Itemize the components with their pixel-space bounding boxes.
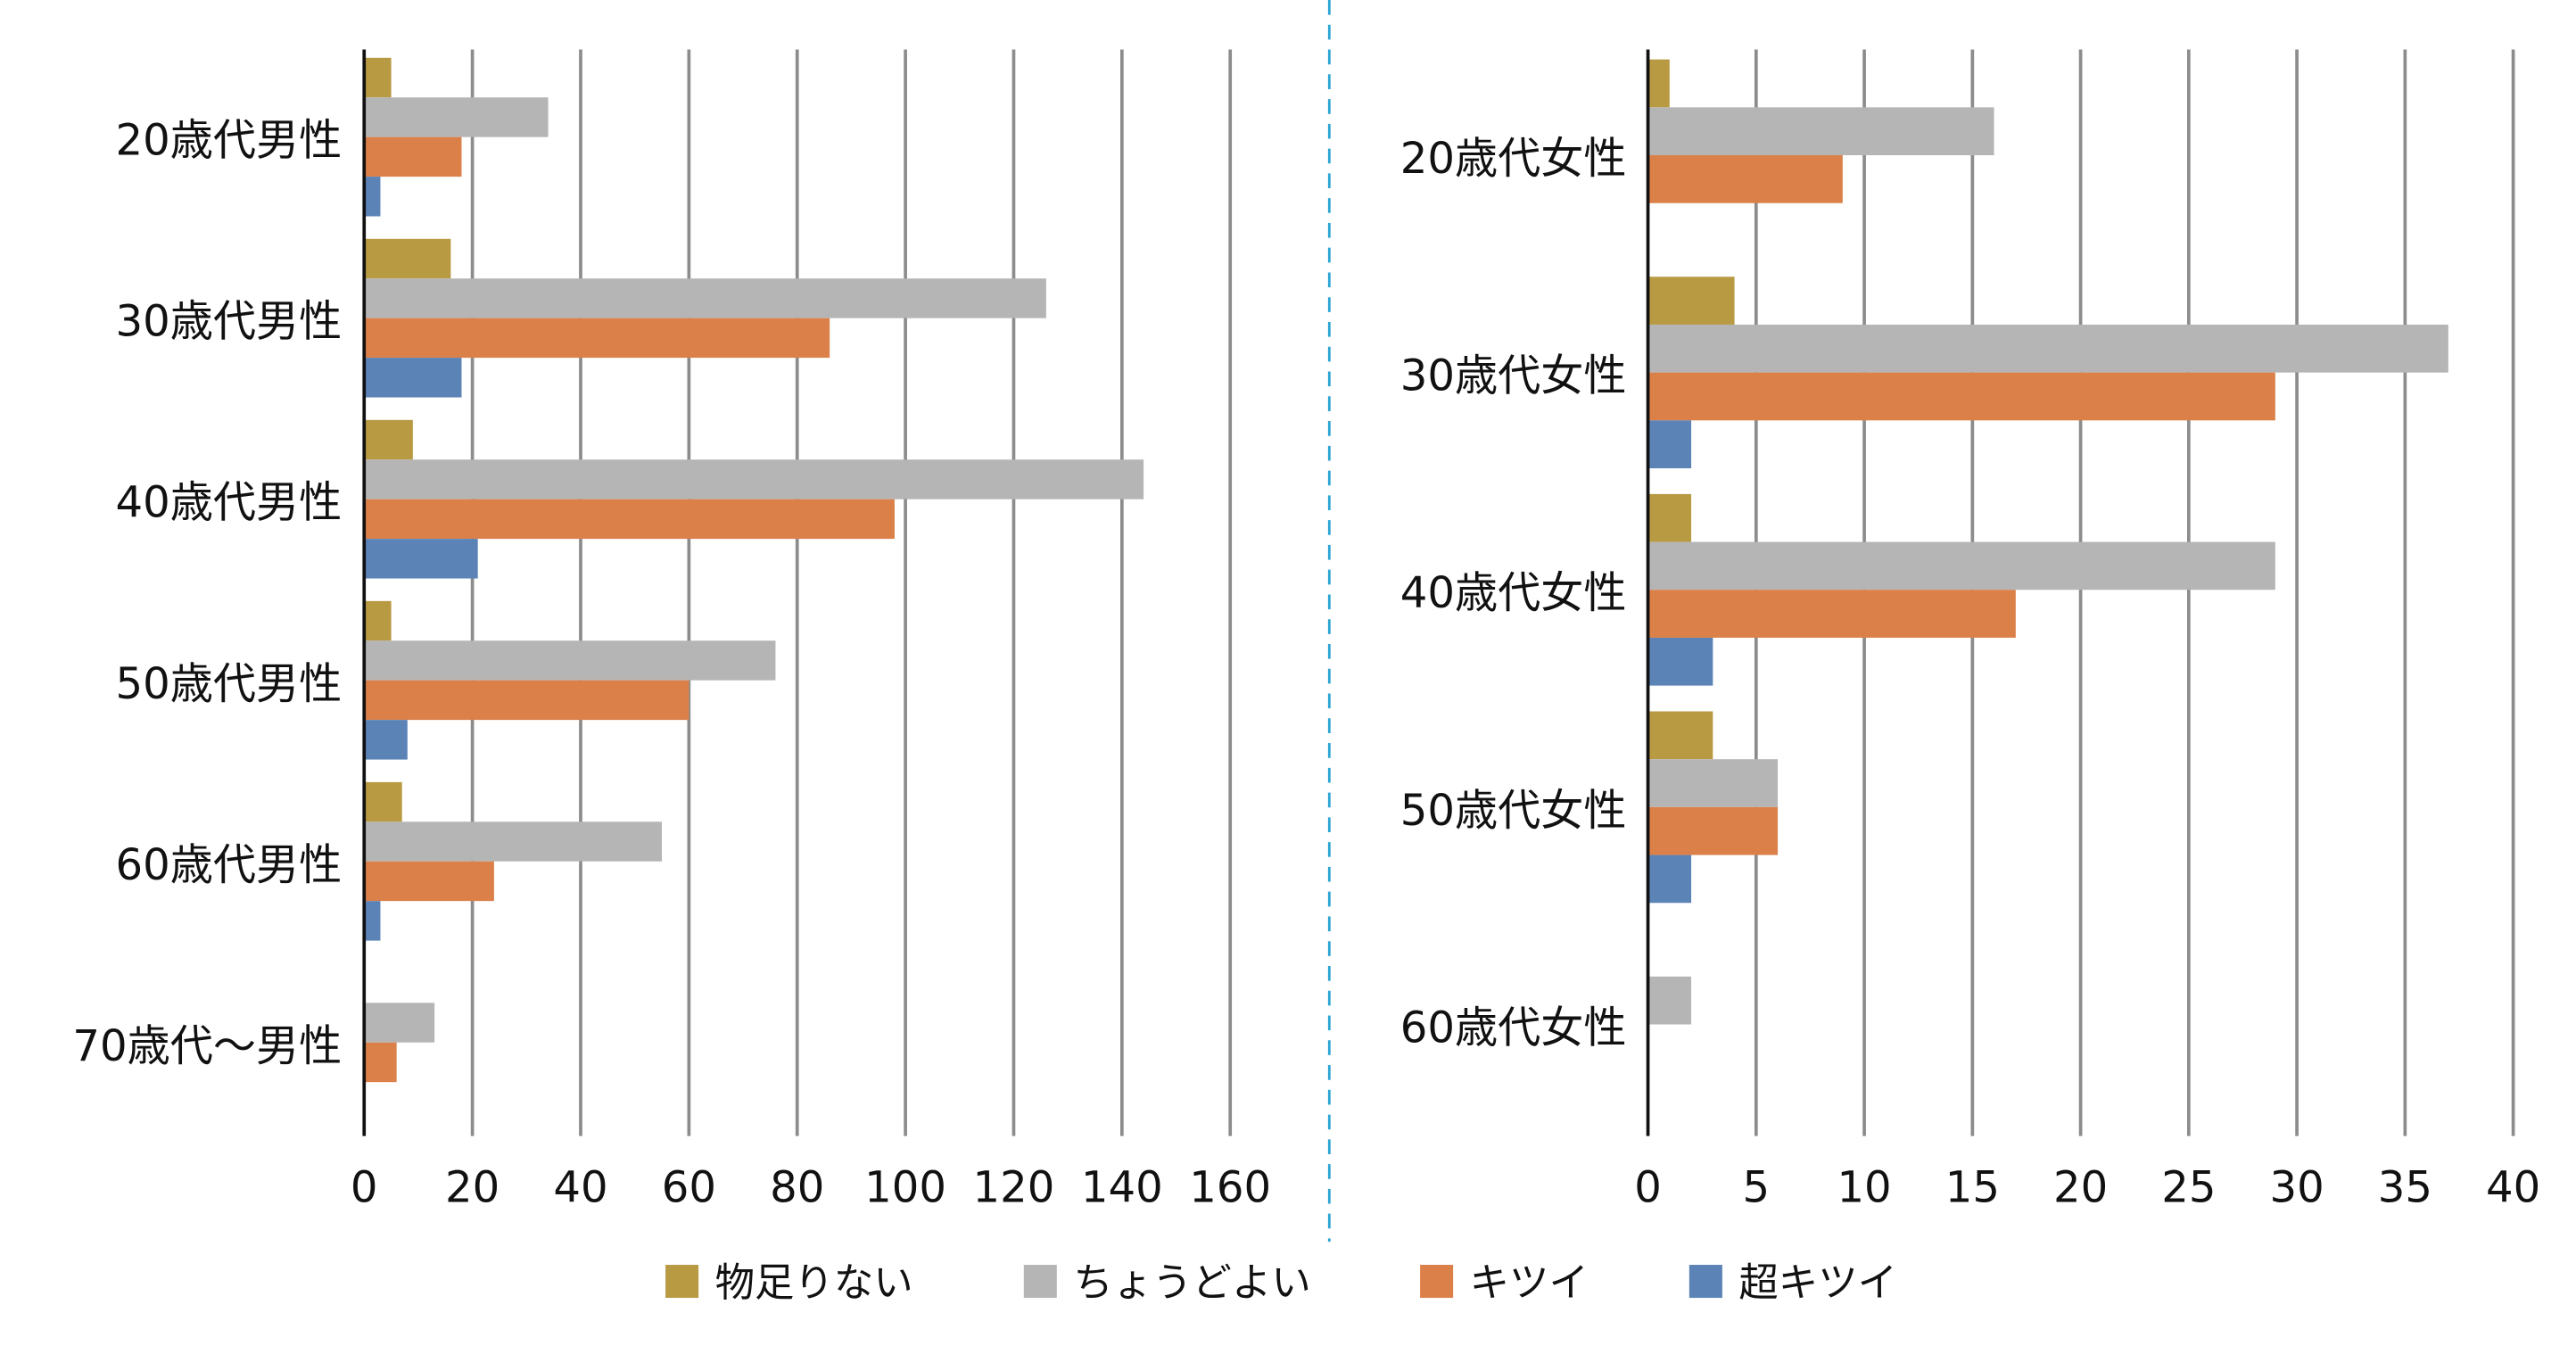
x-tick-label: 60 <box>662 1163 716 1213</box>
category-label: 40歳代女性 <box>1400 568 1627 618</box>
bar <box>364 861 494 902</box>
category-label: 50歳代男性 <box>116 659 343 709</box>
bar <box>364 680 689 721</box>
category-label: 50歳代女性 <box>1400 786 1627 836</box>
category-label: 60歳代男性 <box>116 840 343 890</box>
category-label: 70歳代〜男性 <box>72 1021 342 1071</box>
bar <box>1647 493 1692 542</box>
x-tick-label: 20 <box>2053 1163 2108 1213</box>
x-tick-label: 0 <box>1634 1163 1662 1213</box>
legend-swatch <box>1420 1265 1454 1299</box>
x-tick-label: 0 <box>351 1163 378 1213</box>
bar <box>1647 277 1735 325</box>
bar <box>364 136 462 178</box>
bar <box>364 600 392 641</box>
x-tick-label: 160 <box>1189 1163 1271 1213</box>
legend: 物足りない ちょうどよい キツイ 超キツイ <box>665 1260 1897 1306</box>
x-tick-label: 15 <box>1945 1163 2000 1213</box>
legend-swatch <box>1023 1265 1057 1299</box>
bar <box>364 238 451 279</box>
bar <box>1647 107 1994 156</box>
legend-swatch <box>665 1265 699 1299</box>
male-chart-panel: 0 20 40 60 80 100 120 140 160 20歳代男性 30歳代男性 40歳代男性 5… <box>72 49 1271 1213</box>
x-tick-label: 100 <box>864 1163 946 1213</box>
bar <box>1647 155 1843 203</box>
bar <box>364 720 408 760</box>
category-label: 20歳代男性 <box>116 116 343 166</box>
x-tick-label: 40 <box>2486 1163 2540 1213</box>
category-label: 40歳代男性 <box>116 478 343 528</box>
bar <box>364 781 402 822</box>
legend-label: ちょうどよい <box>1073 1260 1310 1306</box>
bar <box>364 640 776 681</box>
bar <box>1647 711 1713 760</box>
bar <box>364 901 381 941</box>
bar <box>1647 976 1692 1025</box>
category-label: 20歳代女性 <box>1400 134 1627 184</box>
legend-label: 超キツイ <box>1738 1260 1897 1306</box>
bar <box>364 539 478 579</box>
category-label: 60歳代女性 <box>1400 1003 1627 1053</box>
legend-swatch <box>1688 1265 1722 1299</box>
x-tick-label: 10 <box>1837 1163 1891 1213</box>
bar <box>1647 855 1692 904</box>
bar <box>364 97 549 137</box>
bar <box>364 278 1046 318</box>
x-tick-label: 80 <box>770 1163 824 1213</box>
bar <box>364 57 392 98</box>
legend-label: キツイ <box>1470 1260 1589 1306</box>
bar <box>364 1042 397 1083</box>
bar <box>364 419 413 460</box>
bar <box>1647 59 1670 108</box>
category-label: 30歳代男性 <box>116 297 343 347</box>
bar <box>364 459 1144 499</box>
bar <box>1647 590 2016 638</box>
bar <box>364 1003 435 1043</box>
x-tick-label: 5 <box>1743 1163 1771 1213</box>
bar <box>364 821 663 862</box>
bar <box>1647 759 1779 807</box>
bar <box>1647 420 1692 469</box>
bar <box>364 499 895 540</box>
category-label: 30歳代女性 <box>1400 351 1627 401</box>
x-tick-label: 25 <box>2161 1163 2216 1213</box>
female-chart-panel: 0 5 10 15 20 25 30 35 40 20歳代女性 30歳代女性 40歳代女性 50歳代女性… <box>1400 49 2540 1213</box>
x-tick-label: 120 <box>973 1163 1055 1213</box>
legend-label: 物足りない <box>715 1260 913 1306</box>
x-tick-label: 35 <box>2378 1163 2432 1213</box>
bar <box>364 318 830 359</box>
bar <box>1647 372 2275 421</box>
x-tick-label: 30 <box>2269 1163 2324 1213</box>
bar <box>364 358 462 398</box>
bar <box>1647 541 2275 590</box>
x-tick-label: 20 <box>445 1163 500 1213</box>
x-tick-label: 40 <box>553 1163 607 1213</box>
bar <box>1647 637 1713 686</box>
bar <box>1647 324 2448 373</box>
x-tick-label: 140 <box>1081 1163 1163 1213</box>
bar <box>1647 806 1779 855</box>
bar <box>364 177 381 217</box>
